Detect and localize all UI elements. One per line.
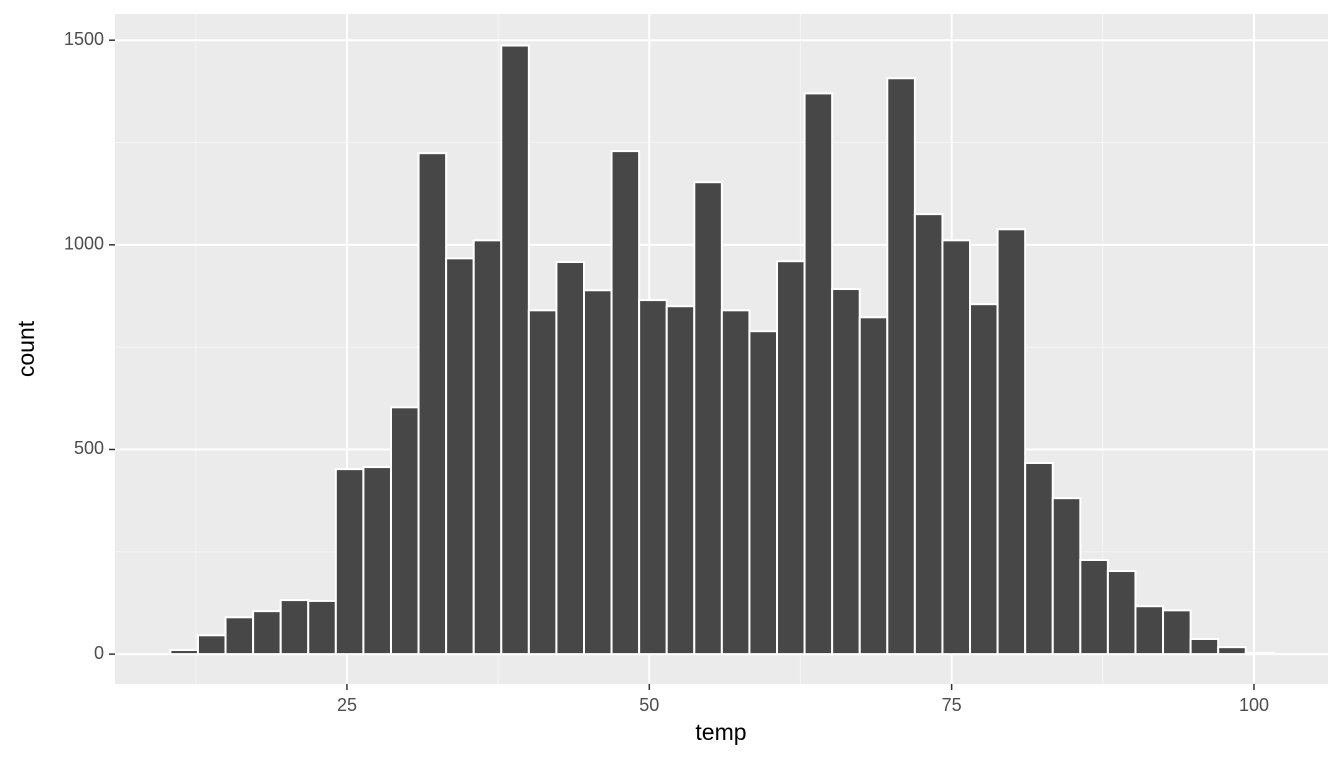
y-tick-label: 0 — [94, 643, 104, 663]
x-tick-label: 100 — [1239, 695, 1269, 715]
bar — [693, 181, 723, 656]
bar — [803, 92, 834, 656]
bar — [1244, 651, 1275, 656]
bar — [445, 257, 475, 656]
y-tick-label: 1500 — [64, 29, 104, 49]
bar — [1106, 570, 1137, 656]
bar — [582, 289, 613, 656]
bar — [362, 466, 392, 656]
bar — [996, 228, 1027, 656]
bar — [886, 77, 916, 656]
bar — [417, 152, 448, 656]
bar — [555, 261, 585, 656]
bar — [1024, 461, 1054, 656]
bar — [252, 610, 282, 656]
bar — [334, 468, 365, 656]
bar — [472, 239, 503, 656]
y-axis-title: count — [13, 320, 39, 377]
bar — [500, 44, 530, 656]
bar — [196, 634, 227, 656]
bar — [224, 616, 255, 656]
bar — [748, 330, 779, 656]
bar — [1217, 646, 1247, 656]
bar — [665, 305, 696, 656]
x-tick-label: 25 — [337, 695, 357, 715]
bar — [389, 406, 420, 656]
bar — [527, 309, 558, 656]
bar — [913, 213, 944, 656]
y-tick-label: 1000 — [64, 234, 104, 254]
bar — [169, 649, 199, 656]
bar — [1134, 605, 1165, 656]
bar — [638, 299, 668, 656]
bar — [941, 239, 972, 656]
x-tick-label: 50 — [639, 695, 659, 715]
bar — [279, 599, 310, 656]
bars — [169, 44, 1275, 656]
bar — [610, 150, 641, 656]
bar — [776, 260, 806, 656]
bar — [720, 309, 751, 656]
bar — [969, 303, 999, 656]
bar — [1189, 637, 1220, 656]
x-axis-title: temp — [695, 719, 746, 745]
bar — [858, 316, 889, 656]
bar — [1162, 609, 1192, 656]
bar — [1079, 558, 1109, 656]
x-tick-label: 75 — [942, 695, 962, 715]
y-tick-label: 500 — [74, 438, 104, 458]
bar — [307, 599, 337, 656]
bar — [1051, 497, 1082, 656]
bar — [831, 288, 861, 656]
